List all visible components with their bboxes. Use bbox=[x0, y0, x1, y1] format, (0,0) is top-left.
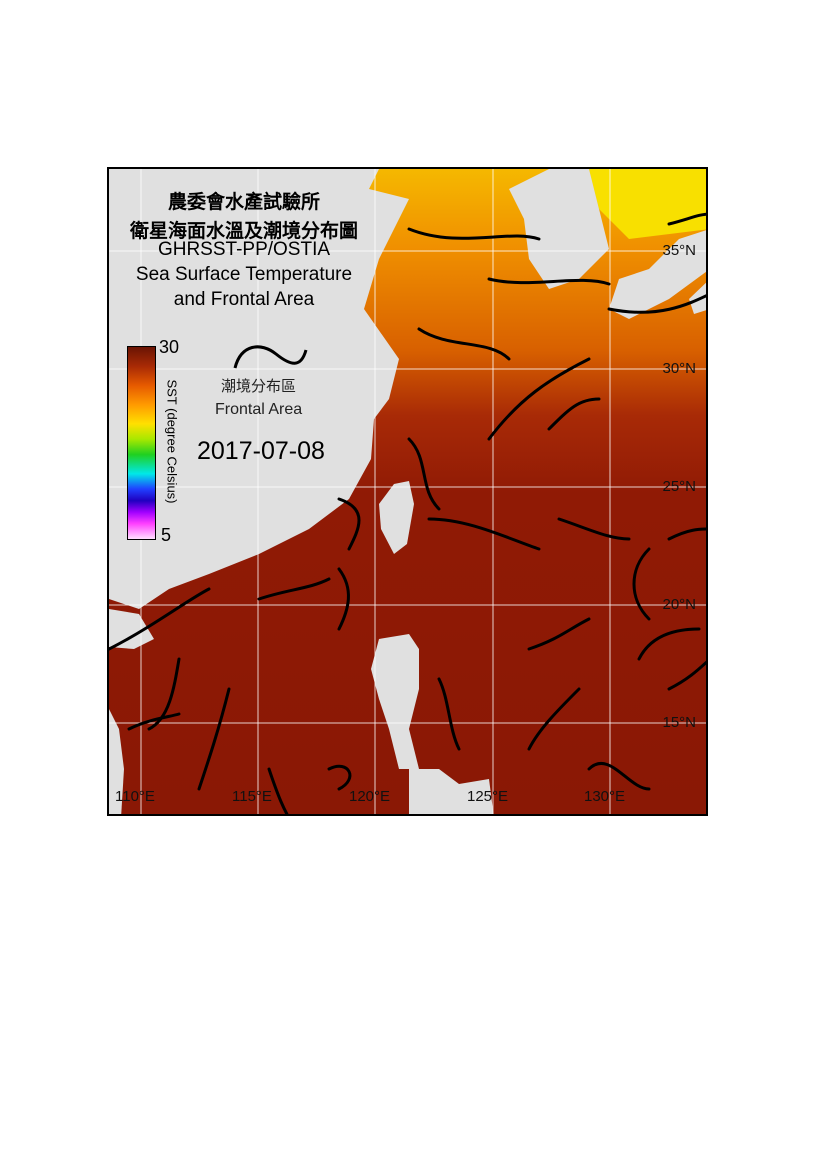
sst-colorbar bbox=[127, 346, 156, 540]
lat-label-30: 30°N bbox=[662, 360, 696, 377]
land-korea bbox=[509, 169, 609, 289]
land-japan bbox=[609, 230, 706, 319]
frontal-legend-line bbox=[233, 345, 308, 369]
map-date: 2017-07-08 bbox=[197, 437, 325, 465]
lat-label-25: 25°N bbox=[662, 478, 696, 495]
land-taiwan bbox=[379, 481, 414, 554]
title-zh-1: 農委會水產試驗所 bbox=[167, 192, 320, 213]
lon-label-125: 125°E bbox=[467, 788, 509, 805]
sst-map: 農委會水產試驗所 衛星海面水溫及潮境分布圖 GHRSST-PP/OSTIA Se… bbox=[107, 167, 708, 816]
colorbar-min: 5 bbox=[161, 525, 172, 545]
frontal-legend-zh: 潮境分布區 bbox=[221, 378, 297, 395]
lon-label-110: 110°E bbox=[115, 788, 155, 805]
lat-label-20: 20°N bbox=[662, 596, 696, 613]
title-en-1: Sea Surface Temperature bbox=[135, 264, 353, 285]
colorbar-label: SST (degree Celsius) bbox=[164, 379, 180, 504]
lon-label-120: 120°E bbox=[349, 788, 391, 805]
colorbar-max: 30 bbox=[159, 337, 180, 357]
land-china bbox=[109, 169, 409, 609]
title-en-2: and Frontal Area bbox=[173, 289, 315, 310]
land-hainan bbox=[109, 609, 154, 649]
map-graphics bbox=[109, 169, 706, 814]
title-zh-2: 衛星海面水溫及潮境分布圖 bbox=[129, 221, 358, 242]
lon-label-115: 115°E bbox=[232, 788, 272, 805]
lat-label-15: 15°N bbox=[662, 714, 696, 731]
land-luzon bbox=[371, 634, 419, 769]
title-dataset: GHRSST-PP/OSTIA bbox=[157, 239, 331, 260]
frontal-lines bbox=[109, 212, 706, 814]
land-visayas bbox=[409, 769, 494, 814]
land-indochina bbox=[109, 709, 124, 814]
lat-label-35: 35°N bbox=[662, 242, 696, 259]
lon-label-130: 130°E bbox=[584, 788, 626, 805]
frontal-legend-en: Frontal Area bbox=[215, 401, 303, 418]
